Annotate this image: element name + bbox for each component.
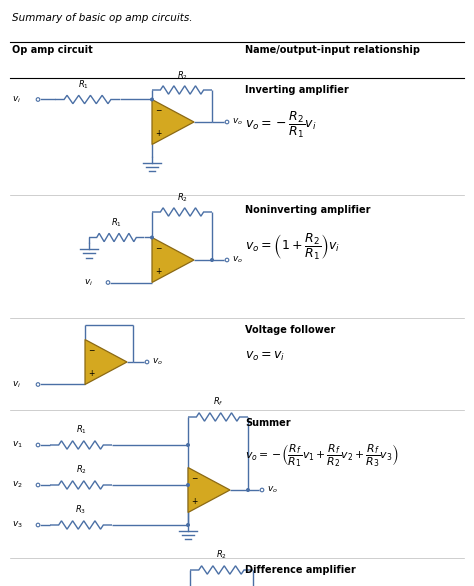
Circle shape	[36, 443, 40, 447]
Circle shape	[151, 236, 153, 239]
Text: Noninverting amplifier: Noninverting amplifier	[245, 205, 371, 215]
Text: +: +	[191, 497, 197, 506]
Circle shape	[36, 383, 40, 386]
Circle shape	[260, 488, 264, 492]
Text: $v_o$: $v_o$	[267, 485, 278, 495]
Circle shape	[36, 483, 40, 487]
Text: +: +	[155, 267, 161, 276]
Text: −: −	[88, 346, 94, 355]
Text: Name/output-input relationship: Name/output-input relationship	[245, 45, 420, 55]
Text: −: −	[191, 474, 197, 483]
Polygon shape	[152, 100, 194, 145]
Text: $v_o$: $v_o$	[232, 117, 243, 127]
Text: Summary of basic op amp circuits.: Summary of basic op amp circuits.	[12, 13, 192, 23]
Text: $v_i$: $v_i$	[12, 94, 21, 105]
Text: Op amp circuit: Op amp circuit	[12, 45, 93, 55]
Polygon shape	[152, 237, 194, 282]
Text: $R_2$: $R_2$	[216, 549, 227, 561]
Text: Inverting amplifier: Inverting amplifier	[245, 85, 349, 95]
Text: $v_1$: $v_1$	[12, 440, 23, 450]
Text: Summer: Summer	[245, 418, 291, 428]
Circle shape	[225, 258, 229, 262]
Text: $v_i$: $v_i$	[12, 379, 21, 390]
Polygon shape	[85, 339, 127, 384]
Text: $R_2$: $R_2$	[176, 191, 188, 203]
Text: −: −	[155, 106, 161, 115]
Circle shape	[211, 258, 213, 261]
Text: Voltage follower: Voltage follower	[245, 325, 335, 335]
Text: $R_1$: $R_1$	[78, 79, 89, 91]
Text: $v_o$: $v_o$	[152, 357, 163, 367]
Circle shape	[246, 489, 249, 491]
Text: +: +	[88, 369, 94, 378]
Text: $v_i$: $v_i$	[84, 277, 93, 288]
Text: $v_o = \left(1 + \dfrac{R_2}{R_1}\right)v_i$: $v_o = \left(1 + \dfrac{R_2}{R_1}\right)…	[245, 232, 340, 262]
Circle shape	[151, 98, 153, 101]
Text: $R_2$: $R_2$	[75, 464, 86, 476]
Text: $v_o$: $v_o$	[232, 255, 243, 265]
Polygon shape	[188, 468, 230, 513]
Text: $v_2$: $v_2$	[12, 480, 23, 490]
Text: $R_3$: $R_3$	[75, 504, 87, 516]
Circle shape	[187, 444, 189, 447]
Circle shape	[106, 281, 110, 284]
Circle shape	[145, 360, 149, 364]
Circle shape	[225, 120, 229, 124]
Circle shape	[187, 483, 189, 486]
Text: $R_1$: $R_1$	[111, 216, 122, 229]
Text: $v_o = v_i$: $v_o = v_i$	[245, 350, 285, 363]
Text: $v_3$: $v_3$	[12, 520, 23, 530]
Text: $v_o = -\!\left(\dfrac{R_f}{R_1}v_1 + \dfrac{R_f}{R_2}v_2 + \dfrac{R_f}{R_3}v_3\: $v_o = -\!\left(\dfrac{R_f}{R_1}v_1 + \d…	[245, 442, 399, 469]
Text: $R_f$: $R_f$	[213, 396, 223, 408]
Circle shape	[36, 98, 40, 101]
Text: $v_o = -\dfrac{R_2}{R_1}v_i$: $v_o = -\dfrac{R_2}{R_1}v_i$	[245, 110, 317, 140]
Circle shape	[36, 523, 40, 527]
Text: $R_2$: $R_2$	[176, 69, 188, 81]
Text: $R_1$: $R_1$	[75, 424, 86, 437]
Text: +: +	[155, 129, 161, 138]
Text: Difference amplifier: Difference amplifier	[245, 565, 356, 575]
Text: −: −	[155, 244, 161, 253]
Circle shape	[187, 524, 189, 526]
